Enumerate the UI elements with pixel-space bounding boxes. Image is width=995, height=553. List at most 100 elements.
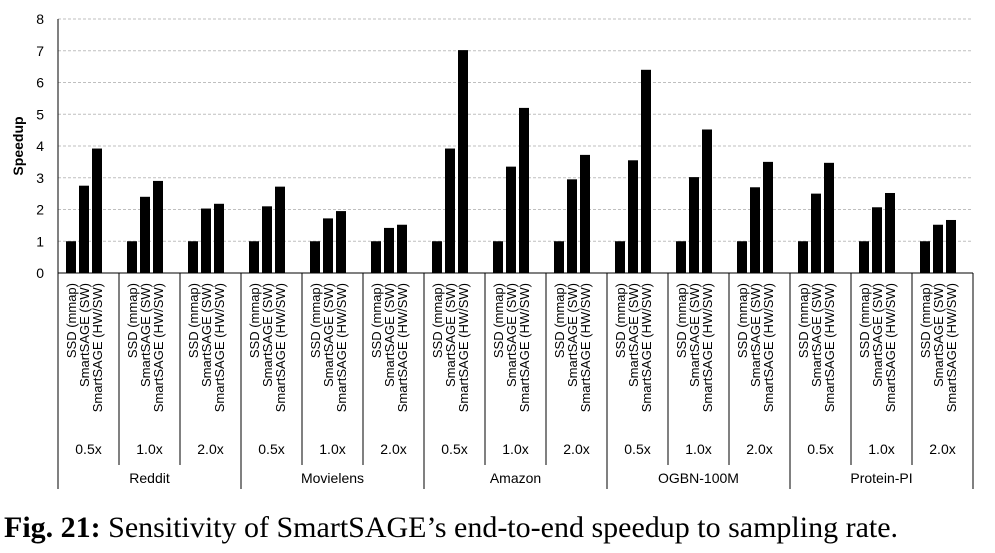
bar <box>127 241 137 273</box>
sampling-rate-label: 0.5x <box>258 441 284 457</box>
figure-caption: Fig. 21: Sensitivity of SmartSAGE’s end-… <box>0 503 995 553</box>
figure-label: Fig. 21: <box>4 511 101 544</box>
y-tick-label: 2 <box>36 202 44 218</box>
sampling-rate-label: 1.0x <box>502 441 528 457</box>
bar <box>384 227 394 273</box>
series-label: SSD (mmap) <box>369 283 384 358</box>
bar <box>737 241 747 273</box>
bar <box>323 218 333 273</box>
bar <box>824 162 834 273</box>
bar <box>371 241 381 273</box>
series-label: SmartSAGE (HW/SW) <box>883 283 898 412</box>
bar <box>689 177 699 273</box>
sampling-rate-label: 1.0x <box>319 441 345 457</box>
bar <box>188 241 198 273</box>
sampling-rate-label: 0.5x <box>624 441 650 457</box>
series-label: SmartSAGE (HW/SW) <box>90 283 105 412</box>
dataset-label: Amazon <box>490 470 541 486</box>
y-tick-label: 1 <box>36 233 44 249</box>
series-label: SmartSAGE (SW) <box>504 283 519 387</box>
dataset-label: OGBN-100M <box>658 470 739 486</box>
series-label: SmartSAGE (HW/SW) <box>212 283 227 412</box>
series-label: SmartSAGE (HW/SW) <box>151 283 166 412</box>
caption-text: Sensitivity of SmartSAGE’s end-to-end sp… <box>100 511 899 544</box>
series-label: SmartSAGE (HW/SW) <box>334 283 349 412</box>
series-label: SSD (mmap) <box>735 283 750 358</box>
bar <box>493 241 503 273</box>
bar <box>798 241 808 273</box>
series-label: SSD (mmap) <box>125 283 140 358</box>
series-label: SSD (mmap) <box>918 283 933 358</box>
series-label: SmartSAGE (HW/SW) <box>517 283 532 412</box>
series-label: SmartSAGE (SW) <box>443 283 458 387</box>
bar <box>519 107 529 274</box>
bar <box>554 241 564 273</box>
series-label: SmartSAGE (SW) <box>748 283 763 387</box>
y-tick-label: 0 <box>36 265 44 281</box>
bar <box>506 166 516 273</box>
series-label: SmartSAGE (SW) <box>931 283 946 387</box>
y-tick-label: 4 <box>36 138 44 154</box>
bar <box>214 203 224 273</box>
series-label: SmartSAGE (SW) <box>565 283 580 387</box>
bar <box>92 148 102 273</box>
series-label: SmartSAGE (SW) <box>138 283 153 387</box>
series-label: SmartSAGE (HW/SW) <box>578 283 593 412</box>
y-axis-title: Speedup <box>10 116 26 175</box>
bar <box>397 224 407 273</box>
series-label: SSD (mmap) <box>430 283 445 358</box>
series-label: SSD (mmap) <box>186 283 201 358</box>
bar <box>920 241 930 273</box>
sampling-rate-label: 0.5x <box>807 441 833 457</box>
sampling-rate-label: 2.0x <box>380 441 406 457</box>
series-label: SSD (mmap) <box>796 283 811 358</box>
series-label: SmartSAGE (HW/SW) <box>822 283 837 412</box>
sampling-rate-label: 2.0x <box>929 441 955 457</box>
bar <box>811 193 821 273</box>
series-label: SmartSAGE (HW/SW) <box>395 283 410 412</box>
series-label: SSD (mmap) <box>674 283 689 358</box>
bar <box>336 211 346 273</box>
series-label: SmartSAGE (SW) <box>870 283 885 387</box>
y-tick-label: 7 <box>36 43 44 59</box>
bar <box>79 185 89 273</box>
sampling-rate-label: 1.0x <box>685 441 711 457</box>
sampling-rate-label: 0.5x <box>441 441 467 457</box>
bar <box>567 179 577 273</box>
series-label: SmartSAGE (SW) <box>77 283 92 387</box>
sampling-rate-label: 0.5x <box>75 441 101 457</box>
series-label: SmartSAGE (SW) <box>260 283 275 387</box>
bar <box>676 241 686 273</box>
y-tick-label: 6 <box>36 75 44 91</box>
series-label: SmartSAGE (SW) <box>382 283 397 387</box>
bar <box>885 192 895 273</box>
series-label: SmartSAGE (SW) <box>809 283 824 387</box>
bar <box>750 187 760 273</box>
bar <box>458 50 468 273</box>
bar <box>946 219 956 273</box>
bar <box>249 241 259 273</box>
sampling-rate-label: 1.0x <box>868 441 894 457</box>
bar <box>763 161 773 273</box>
series-label: SmartSAGE (HW/SW) <box>944 283 959 412</box>
sampling-rate-label: 2.0x <box>197 441 223 457</box>
series-label: SmartSAGE (HW/SW) <box>639 283 654 412</box>
bar <box>140 196 150 273</box>
series-label: SSD (mmap) <box>491 283 506 358</box>
series-label: SmartSAGE (HW/SW) <box>700 283 715 412</box>
sampling-rate-label: 1.0x <box>136 441 162 457</box>
bar <box>580 154 590 273</box>
series-label: SSD (mmap) <box>552 283 567 358</box>
y-tick-label: 5 <box>36 106 44 122</box>
sampling-rate-label: 2.0x <box>563 441 589 457</box>
bar <box>628 160 638 273</box>
series-label: SmartSAGE (SW) <box>687 283 702 387</box>
series-label: SmartSAGE (SW) <box>199 283 214 387</box>
sampling-rate-label: 2.0x <box>746 441 772 457</box>
series-label: SmartSAGE (HW/SW) <box>273 283 288 412</box>
bar <box>859 241 869 273</box>
series-label: SmartSAGE (SW) <box>321 283 336 387</box>
bar <box>933 224 943 273</box>
series-label: SmartSAGE (HW/SW) <box>456 283 471 412</box>
